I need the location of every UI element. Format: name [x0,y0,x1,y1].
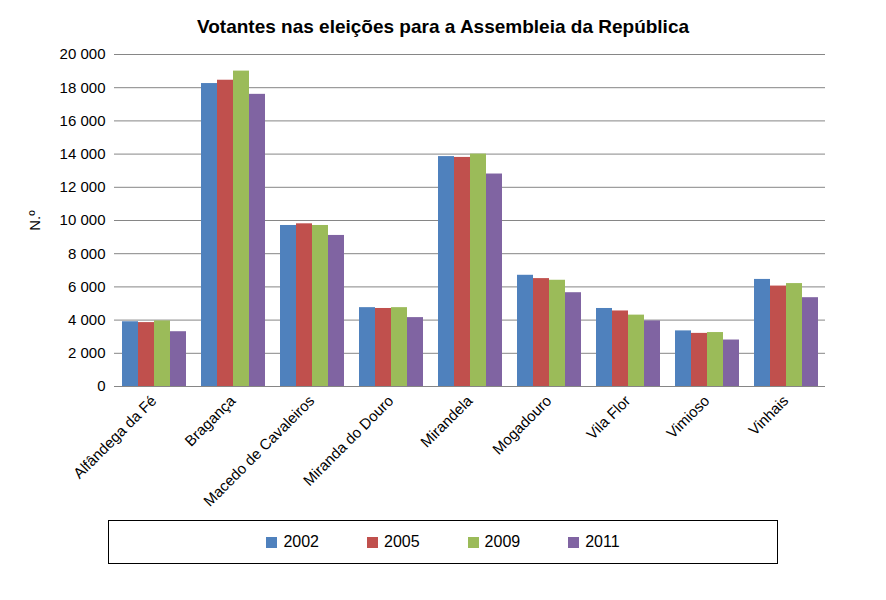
html-text:2011: 2011 [585,533,620,550]
html-text:2002: 2002 [283,533,319,550]
svg-text:2 000: 2 000 [68,344,106,361]
svg-text:6 000: 6 000 [68,278,106,295]
svg-text:Vimioso: Vimioso [663,392,713,442]
svg-text:Alfândega da Fé: Alfândega da Fé [70,392,160,482]
svg-text:Macedo de Cavaleiros: Macedo de Cavaleiros [200,392,318,510]
svg-text:10 000: 10 000 [60,211,106,228]
svg-text:12 000: 12 000 [60,178,106,195]
svg-text:Vinhais: Vinhais [745,392,792,439]
svg-text:20 000: 20 000 [60,46,106,62]
svg-text:4 000: 4 000 [68,311,106,328]
svg-text:Bragança: Bragança [181,391,239,449]
html-text:2009: 2009 [484,533,521,550]
svg-text:8 000: 8 000 [68,245,106,262]
svg-text:Mirandela: Mirandela [417,391,476,450]
html-text:2005: 2005 [384,533,420,550]
svg-text:Miranda do Douro: Miranda do Douro [300,392,397,489]
svg-text:Mogadouro: Mogadouro [489,392,555,458]
svg-text:N.º: N.º [26,210,43,231]
html-text:Votantes nas eleições para a A: Votantes nas eleições para a Assembleia … [196,16,689,37]
svg-text:16 000: 16 000 [60,112,106,129]
svg-text:14 000: 14 000 [60,145,106,162]
svg-text:0: 0 [97,377,105,394]
svg-text:Vila Flor: Vila Flor [583,392,634,443]
svg-text:18 000: 18 000 [60,79,106,96]
